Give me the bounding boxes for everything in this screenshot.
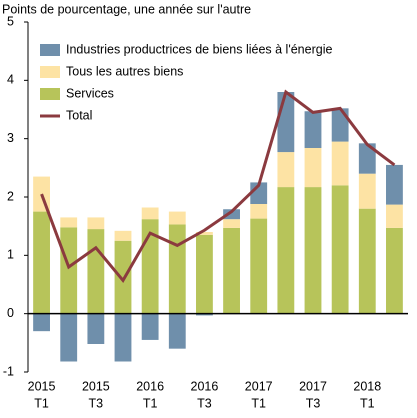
y-tick-label: 0 (7, 306, 14, 320)
x-tick-label: 2018 (353, 379, 381, 393)
y-tick-label: 3 (7, 131, 14, 145)
y-tick-label: -1 (3, 364, 14, 378)
bar (141, 313, 159, 340)
x-tick-label: 2016 (136, 379, 164, 393)
x-tick-label: T3 (197, 396, 212, 410)
bar (304, 187, 322, 314)
legend-label: Industries productrices de biens liées à… (66, 42, 332, 56)
bar (386, 204, 403, 228)
bar (358, 143, 376, 174)
bar (196, 313, 213, 316)
bar (250, 204, 268, 219)
legend-label: Total (66, 108, 92, 122)
y-tick-label: 2 (7, 189, 14, 203)
legend-label: Tous les autres biens (66, 64, 183, 78)
legend-label: Services (66, 86, 114, 100)
bar (60, 217, 78, 228)
bar (358, 173, 376, 209)
bar (114, 240, 132, 314)
x-tick-label: 2017 (245, 379, 273, 393)
chart-title: Points de pourcentage, une année sur l'a… (2, 2, 251, 16)
bar (277, 152, 295, 188)
bar (223, 227, 240, 314)
bar (114, 313, 132, 362)
bar (250, 218, 268, 314)
bar (168, 211, 186, 225)
bar (331, 141, 349, 186)
bar (331, 108, 349, 142)
bar (223, 219, 240, 228)
bar (196, 234, 213, 314)
bar (331, 185, 349, 314)
legend-swatch (40, 44, 60, 56)
bar (277, 187, 295, 314)
bar (168, 224, 186, 314)
y-tick-label: 4 (7, 73, 14, 87)
x-tick-label: 2015 (28, 379, 56, 393)
bar (33, 313, 50, 332)
legend-swatch (40, 66, 60, 78)
bar (141, 207, 159, 220)
bar (60, 227, 78, 314)
x-tick-label: 2017 (299, 379, 327, 393)
bar (386, 227, 403, 314)
bar (60, 313, 78, 362)
bar (87, 217, 105, 230)
bar (277, 92, 295, 153)
bar (386, 164, 403, 205)
bar (223, 209, 240, 220)
x-tick-label: T1 (143, 396, 158, 410)
y-tick-label: 1 (7, 248, 14, 262)
bar (196, 232, 213, 235)
bar (304, 148, 322, 188)
x-tick-label: T1 (34, 396, 49, 410)
x-tick-label: T1 (360, 396, 375, 410)
bar (358, 208, 376, 314)
x-tick-label: T3 (89, 396, 104, 410)
bar (114, 230, 132, 241)
x-tick-label: 2015 (82, 379, 110, 393)
bar (87, 229, 105, 314)
legend-swatch (40, 88, 60, 100)
bar (304, 111, 322, 148)
y-tick-label: 5 (7, 14, 14, 28)
x-tick-label: T1 (251, 396, 266, 410)
x-tick-label: T3 (306, 396, 321, 410)
x-tick-label: 2016 (191, 379, 219, 393)
bar (87, 313, 105, 344)
bar (33, 211, 50, 314)
bar (168, 313, 186, 349)
line (40, 89, 396, 284)
